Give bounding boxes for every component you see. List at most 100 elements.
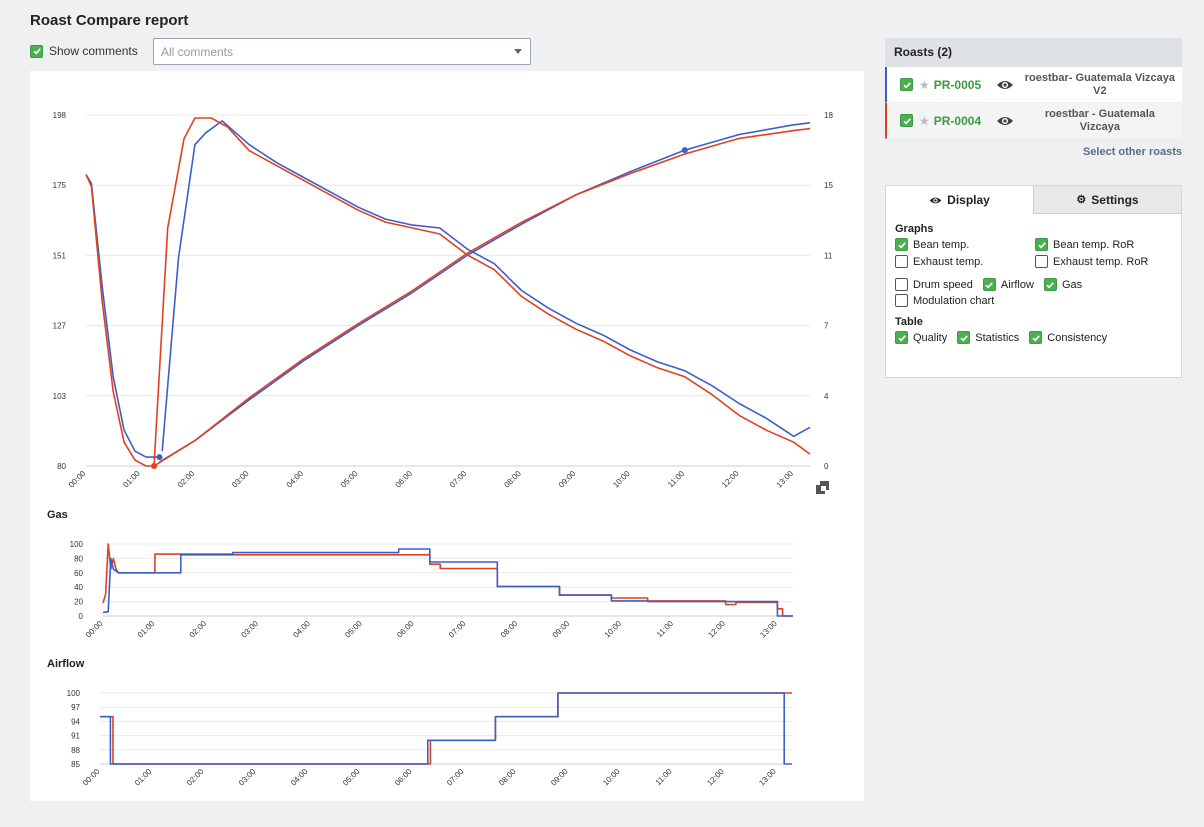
series-line-pr-0005 <box>85 174 160 458</box>
page-title: Roast Compare report <box>30 12 189 29</box>
option-label: Exhaust temp. <box>913 255 984 268</box>
checkbox[interactable] <box>895 331 908 344</box>
x-tick-label: 07:00 <box>445 767 466 788</box>
tab-display[interactable]: Display <box>886 186 1033 214</box>
roast-charts: 80 103 127 151 175 198 0 4 7 11 15 18 00:00 01:00 02:0… <box>47 111 833 788</box>
x-tick-label: 10:00 <box>611 469 632 490</box>
x-tick-label: 10:00 <box>601 767 622 788</box>
x-tick-label: 13:00 <box>757 767 778 788</box>
x-tick-label: 08:00 <box>502 469 523 490</box>
y-tick-label: 198 <box>53 111 67 120</box>
eye-icon[interactable] <box>996 115 1014 127</box>
option-consistency[interactable]: Consistency <box>1029 331 1107 344</box>
y-right-tick-label: 7 <box>824 322 829 331</box>
roast-checkbox[interactable] <box>900 114 913 127</box>
checkbox[interactable] <box>895 294 908 307</box>
x-tick-label: 05:00 <box>343 619 364 640</box>
checkbox[interactable] <box>1043 278 1057 291</box>
y-tick-label: 94 <box>71 717 80 726</box>
eye-icon[interactable] <box>996 79 1014 91</box>
y-right-tick-label: 18 <box>824 111 833 120</box>
chart-title-gas: Gas <box>47 509 68 521</box>
x-tick-label: 09:00 <box>557 469 578 490</box>
star-icon[interactable]: ★ <box>919 113 930 128</box>
show-comments-toggle[interactable]: Show comments <box>30 44 138 58</box>
y-tick-label: 0 <box>79 612 84 621</box>
expand-icon <box>816 481 829 494</box>
option-bean-temp-ror[interactable]: Bean temp. RoR <box>1035 238 1175 251</box>
x-tick-label: 04:00 <box>291 619 312 640</box>
y-tick-label: 91 <box>71 732 80 741</box>
checkbox[interactable] <box>1035 255 1048 268</box>
y-right-tick-label: 4 <box>824 392 829 401</box>
option-drum-speed[interactable]: Drum speed <box>895 278 973 291</box>
x-tick-label: 12:00 <box>705 767 726 788</box>
option-modulation-chart[interactable]: Modulation chart <box>895 294 1172 307</box>
checkbox[interactable] <box>895 238 908 251</box>
option-airflow[interactable]: Airflow <box>982 278 1034 291</box>
y-tick-label: 103 <box>53 392 67 401</box>
option-bean-temp[interactable]: Bean temp. <box>895 238 1035 251</box>
chart-marker <box>151 463 158 469</box>
option-quality[interactable]: Quality <box>895 331 947 344</box>
show-comments-checkbox[interactable] <box>30 44 43 58</box>
comments-filter-value: All comments <box>161 44 234 59</box>
star-icon[interactable]: ★ <box>919 77 930 92</box>
checkbox[interactable] <box>895 278 908 291</box>
x-tick-label: 00:00 <box>67 469 88 490</box>
y-tick-label: 88 <box>71 746 80 755</box>
x-tick-label: 06:00 <box>393 767 414 788</box>
series-line-pr-0004 <box>153 127 811 467</box>
tab-settings[interactable]: ⚙ Settings <box>1033 186 1181 214</box>
table-heading: Table <box>895 316 923 328</box>
option-gas[interactable]: Gas <box>1043 278 1082 291</box>
series-line-pr-0004 <box>100 692 792 765</box>
roast-code[interactable]: PR-0005 <box>933 77 982 92</box>
x-tick-label: 06:00 <box>394 469 415 490</box>
tabs: Display ⚙ Settings <box>886 186 1181 214</box>
x-tick-label: 02:00 <box>176 469 197 490</box>
x-tick-label: 12:00 <box>706 619 727 640</box>
checkbox[interactable] <box>1029 331 1043 344</box>
y-tick-label: 97 <box>71 703 80 712</box>
checkbox[interactable] <box>1035 238 1048 251</box>
y-tick-label: 80 <box>57 462 66 471</box>
series-line-pr-0005 <box>100 692 792 765</box>
x-tick-label: 02:00 <box>188 619 209 640</box>
roast-code[interactable]: PR-0004 <box>933 113 982 128</box>
option-statistics[interactable]: Statistics <box>957 331 1019 344</box>
roast-row-pr-0004[interactable]: ★ PR-0004 roestbar - Guatemala Vizcaya <box>885 103 1182 139</box>
option-label: Modulation chart <box>913 294 995 307</box>
comments-filter-select[interactable]: All comments <box>153 38 531 65</box>
option-exhaust-temp-ror[interactable]: Exhaust temp. RoR <box>1035 255 1175 268</box>
x-tick-label: 03:00 <box>237 767 258 788</box>
option-exhaust-temp[interactable]: Exhaust temp. <box>895 255 1035 268</box>
x-tick-label: 11:00 <box>654 767 674 787</box>
x-tick-label: 00:00 <box>84 619 105 640</box>
x-tick-label: 01:00 <box>136 619 157 640</box>
gear-icon: ⚙ <box>1076 194 1087 206</box>
x-tick-label: 10:00 <box>603 619 624 640</box>
expand-icon-part <box>821 486 826 491</box>
y-tick-label: 80 <box>74 554 83 563</box>
checkbox[interactable] <box>895 255 908 268</box>
display-settings-card: Display ⚙ Settings Graphs Bean temp. Bea… <box>885 185 1182 378</box>
roast-row-pr-0005[interactable]: ★ PR-0005 roestbar- Guatemala Vizcaya V2 <box>885 67 1182 103</box>
y-right-tick-label: 15 <box>824 181 833 190</box>
y-tick-label: 127 <box>53 322 67 331</box>
checkbox[interactable] <box>957 331 971 344</box>
chevron-down-icon <box>514 49 522 54</box>
series-line-pr-0005 <box>102 548 793 617</box>
y-tick-label: 20 <box>74 598 83 607</box>
y-tick-label: 100 <box>70 540 84 549</box>
option-label: Airflow <box>1000 278 1034 291</box>
checkbox[interactable] <box>982 278 996 291</box>
x-tick-label: 02:00 <box>185 767 206 788</box>
roasts-card: Roasts (2) ★ PR-0005 roestbar- Guatemala… <box>885 38 1182 158</box>
x-tick-label: 12:00 <box>720 469 741 490</box>
series-line-pr-0005 <box>161 120 811 452</box>
y-tick-label: 151 <box>53 251 67 260</box>
select-other-roasts-link[interactable]: Select other roasts <box>1082 146 1182 158</box>
y-tick-label: 40 <box>74 583 83 592</box>
roast-checkbox[interactable] <box>900 78 913 91</box>
